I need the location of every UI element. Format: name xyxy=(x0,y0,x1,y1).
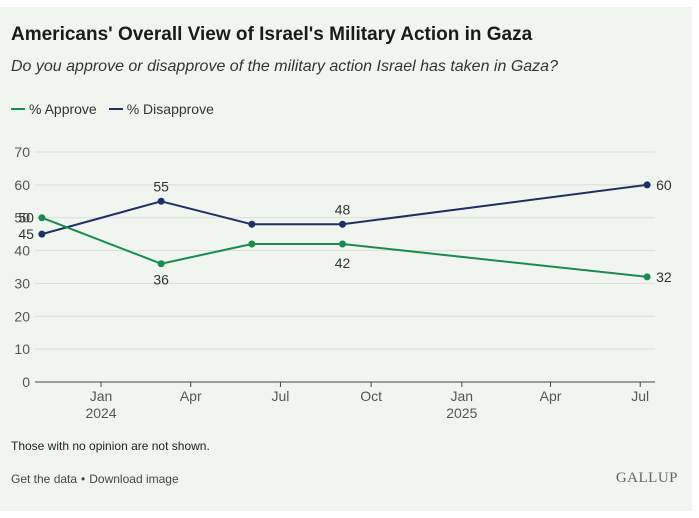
x-tick-label-3: Oct xyxy=(360,388,382,404)
x-tick-label-1: Apr xyxy=(180,388,202,404)
data-label-approve-1: 36 xyxy=(153,272,169,288)
data-label-disapprove-0: 45 xyxy=(18,226,34,242)
link-separator: • xyxy=(81,472,86,486)
x-tick-year-4: 2025 xyxy=(446,405,477,421)
point-approve-3 xyxy=(339,240,347,248)
footnote: Those with no opinion are not shown. xyxy=(11,439,210,453)
x-tick-label-4: Jan xyxy=(451,388,474,404)
y-tick-label-50: 50 xyxy=(14,210,30,226)
x-tick-label-2: Jul xyxy=(271,388,289,404)
legend-item-approve: % Approve xyxy=(11,101,97,117)
y-tick-label-70: 70 xyxy=(14,144,30,160)
y-tick-label-30: 30 xyxy=(14,275,30,291)
x-tick-year-0: 2024 xyxy=(85,405,116,421)
chart-subtitle: Do you approve or disapprove of the mili… xyxy=(11,58,558,75)
x-tick-label-0: Jan xyxy=(90,388,113,404)
legend-swatch-disapprove xyxy=(108,108,123,110)
legend-item-disapprove: % Disapprove xyxy=(108,101,214,117)
y-tick-label-40: 40 xyxy=(14,243,30,259)
point-disapprove-3 xyxy=(339,220,347,228)
chart-title: Americans' Overall View of Israel's Mili… xyxy=(11,24,533,45)
point-disapprove-4 xyxy=(643,181,651,189)
y-tick-label-0: 0 xyxy=(22,374,30,390)
legend-swatch-approve xyxy=(11,108,25,110)
point-approve-1 xyxy=(157,260,165,268)
point-disapprove-0 xyxy=(38,230,46,238)
data-label-approve-3: 42 xyxy=(335,255,351,271)
legend: % Approve % Disapprove xyxy=(11,99,226,119)
footer-links: Get the data • Download image xyxy=(11,472,179,486)
data-label-approve-0: 50 xyxy=(18,210,34,226)
legend-label-disapprove: % Disapprove xyxy=(126,101,214,117)
data-label-approve-4: 32 xyxy=(656,269,672,285)
y-tick-label-20: 20 xyxy=(14,308,30,324)
x-tick-label-5: Apr xyxy=(540,388,562,404)
data-label-disapprove-3: 48 xyxy=(335,201,351,217)
point-approve-4 xyxy=(643,273,651,281)
y-tick-label-10: 10 xyxy=(14,341,30,357)
data-label-disapprove-1: 55 xyxy=(153,178,169,194)
y-tick-label-60: 60 xyxy=(14,177,30,193)
gallup-logo: GALLUP xyxy=(615,470,678,486)
point-approve-2 xyxy=(248,240,256,248)
point-disapprove-2 xyxy=(248,220,256,228)
point-approve-0 xyxy=(38,214,46,222)
get-data-link[interactable]: Get the data xyxy=(11,472,78,486)
point-disapprove-1 xyxy=(157,197,165,205)
data-label-disapprove-4: 60 xyxy=(656,177,672,193)
legend-label-approve: % Approve xyxy=(29,101,97,117)
chart-card xyxy=(0,7,692,511)
x-tick-label-6: Jul xyxy=(631,388,649,404)
download-image-link[interactable]: Download image xyxy=(89,472,179,486)
